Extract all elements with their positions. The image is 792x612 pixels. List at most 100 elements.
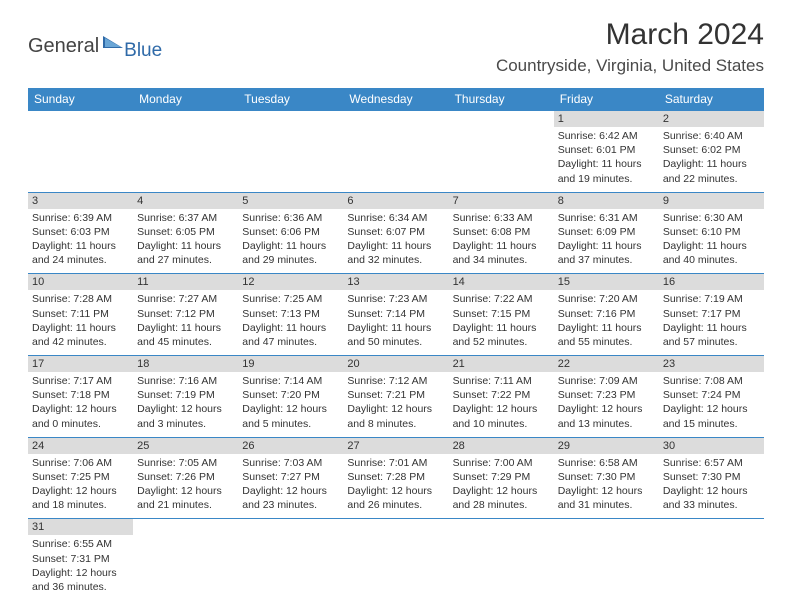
day-detail-cell: Sunrise: 6:34 AMSunset: 6:07 PMDaylight:…: [343, 209, 448, 274]
daylight-text: Daylight: 12 hours and 18 minutes.: [32, 484, 129, 512]
logo-triangle-icon: [103, 34, 123, 53]
sunset-text: Sunset: 7:28 PM: [347, 470, 444, 484]
sunset-text: Sunset: 7:16 PM: [558, 307, 655, 321]
day-number-cell: 20: [343, 356, 448, 373]
sunset-text: Sunset: 6:07 PM: [347, 225, 444, 239]
sunrise-text: Sunrise: 7:16 AM: [137, 374, 234, 388]
daylight-text: Daylight: 11 hours and 24 minutes.: [32, 239, 129, 267]
sunrise-text: Sunrise: 6:37 AM: [137, 211, 234, 225]
day-detail-cell: Sunrise: 6:31 AMSunset: 6:09 PMDaylight:…: [554, 209, 659, 274]
day-number-cell: 7: [449, 192, 554, 209]
day-number-cell: 19: [238, 356, 343, 373]
sunrise-text: Sunrise: 6:39 AM: [32, 211, 129, 225]
day-number-cell: [449, 519, 554, 536]
sunrise-text: Sunrise: 7:25 AM: [242, 292, 339, 306]
day-number-row: 17181920212223: [28, 356, 764, 373]
daylight-text: Daylight: 11 hours and 29 minutes.: [242, 239, 339, 267]
day-number-row: 31: [28, 519, 764, 536]
day-number-row: 12: [28, 111, 764, 128]
day-number-cell: 22: [554, 356, 659, 373]
day-detail-cell: Sunrise: 7:16 AMSunset: 7:19 PMDaylight:…: [133, 372, 238, 437]
day-header: Monday: [133, 88, 238, 111]
day-number-cell: [343, 519, 448, 536]
sunset-text: Sunset: 7:29 PM: [453, 470, 550, 484]
location-subtitle: Countryside, Virginia, United States: [496, 56, 764, 76]
daylight-text: Daylight: 11 hours and 37 minutes.: [558, 239, 655, 267]
day-number-cell: [449, 111, 554, 128]
day-number-cell: [659, 519, 764, 536]
day-number-cell: 24: [28, 437, 133, 454]
sunrise-text: Sunrise: 7:14 AM: [242, 374, 339, 388]
day-number-cell: [343, 111, 448, 128]
day-detail-row: Sunrise: 7:17 AMSunset: 7:18 PMDaylight:…: [28, 372, 764, 437]
day-number-cell: 31: [28, 519, 133, 536]
day-number-cell: [554, 519, 659, 536]
day-detail-cell: Sunrise: 6:36 AMSunset: 6:06 PMDaylight:…: [238, 209, 343, 274]
sunrise-text: Sunrise: 6:34 AM: [347, 211, 444, 225]
daylight-text: Daylight: 12 hours and 10 minutes.: [453, 402, 550, 430]
day-detail-cell: Sunrise: 7:01 AMSunset: 7:28 PMDaylight:…: [343, 454, 448, 519]
daylight-text: Daylight: 11 hours and 50 minutes.: [347, 321, 444, 349]
day-header: Sunday: [28, 88, 133, 111]
day-number-cell: 3: [28, 192, 133, 209]
daylight-text: Daylight: 12 hours and 0 minutes.: [32, 402, 129, 430]
day-number-cell: [238, 111, 343, 128]
header: General Blue March 2024 Countryside, Vir…: [28, 18, 764, 76]
daylight-text: Daylight: 11 hours and 32 minutes.: [347, 239, 444, 267]
day-detail-cell: Sunrise: 6:40 AMSunset: 6:02 PMDaylight:…: [659, 127, 764, 192]
daylight-text: Daylight: 12 hours and 28 minutes.: [453, 484, 550, 512]
day-detail-row: Sunrise: 7:06 AMSunset: 7:25 PMDaylight:…: [28, 454, 764, 519]
daylight-text: Daylight: 12 hours and 23 minutes.: [242, 484, 339, 512]
sunrise-text: Sunrise: 7:09 AM: [558, 374, 655, 388]
sunrise-text: Sunrise: 6:30 AM: [663, 211, 760, 225]
calendar-body: 12Sunrise: 6:42 AMSunset: 6:01 PM Dayligh…: [28, 111, 764, 601]
sunset-text: Sunset: 7:11 PM: [32, 307, 129, 321]
day-detail-cell: Sunrise: 6:37 AMSunset: 6:05 PMDaylight:…: [133, 209, 238, 274]
day-detail-cell: [449, 127, 554, 192]
daylight-text: Daylight: 12 hours and 36 minutes.: [32, 566, 129, 594]
sunset-text: Sunset: 6:06 PM: [242, 225, 339, 239]
day-number-cell: 17: [28, 356, 133, 373]
sunrise-text: Sunrise: 6:31 AM: [558, 211, 655, 225]
day-header: Friday: [554, 88, 659, 111]
daylight-text: Daylight: 11 hours and 22 minutes.: [663, 157, 760, 185]
daylight-text: Daylight: 12 hours and 8 minutes.: [347, 402, 444, 430]
sunset-text: Sunset: 7:13 PM: [242, 307, 339, 321]
day-number-cell: 26: [238, 437, 343, 454]
sunrise-text: Sunrise: 7:00 AM: [453, 456, 550, 470]
day-number-row: 10111213141516: [28, 274, 764, 291]
daylight-text: Daylight: 12 hours and 21 minutes.: [137, 484, 234, 512]
day-detail-row: Sunrise: 6:42 AMSunset: 6:01 PM Daylight:…: [28, 127, 764, 192]
sunset-text: Sunset: 7:21 PM: [347, 388, 444, 402]
day-detail-cell: Sunrise: 7:20 AMSunset: 7:16 PMDaylight:…: [554, 290, 659, 355]
daylight-text: Daylight: 11 hours and 45 minutes.: [137, 321, 234, 349]
day-number-cell: [133, 519, 238, 536]
daylight-text: Daylight: 12 hours and 31 minutes.: [558, 484, 655, 512]
sunrise-text: Sunrise: 7:19 AM: [663, 292, 760, 306]
daylight-text: Daylight: 11 hours and 55 minutes.: [558, 321, 655, 349]
sunrise-text: Sunrise: 7:08 AM: [663, 374, 760, 388]
day-detail-cell: Sunrise: 7:06 AMSunset: 7:25 PMDaylight:…: [28, 454, 133, 519]
day-number-cell: 23: [659, 356, 764, 373]
daylight-text: Daylight: 12 hours and 5 minutes.: [242, 402, 339, 430]
day-header-row: Sunday Monday Tuesday Wednesday Thursday…: [28, 88, 764, 111]
day-detail-cell: [554, 535, 659, 600]
day-detail-cell: Sunrise: 6:33 AMSunset: 6:08 PMDaylight:…: [449, 209, 554, 274]
sunrise-text: Sunrise: 7:06 AM: [32, 456, 129, 470]
day-number-cell: 1: [554, 111, 659, 128]
day-detail-cell: [659, 535, 764, 600]
sunset-text: Sunset: 7:18 PM: [32, 388, 129, 402]
sunset-text: Sunset: 6:02 PM: [663, 143, 760, 157]
sunrise-text: Sunrise: 6:42 AM: [558, 129, 655, 143]
day-detail-cell: [133, 535, 238, 600]
day-detail-cell: Sunrise: 7:12 AMSunset: 7:21 PMDaylight:…: [343, 372, 448, 437]
calendar-table: Sunday Monday Tuesday Wednesday Thursday…: [28, 88, 764, 600]
day-number-cell: 11: [133, 274, 238, 291]
sunset-text: Sunset: 6:01 PM: [558, 143, 655, 157]
sunset-text: Sunset: 6:05 PM: [137, 225, 234, 239]
month-title: March 2024: [496, 18, 764, 52]
day-detail-cell: Sunrise: 7:27 AMSunset: 7:12 PMDaylight:…: [133, 290, 238, 355]
day-number-cell: 18: [133, 356, 238, 373]
daylight-text: Daylight: 12 hours and 15 minutes.: [663, 402, 760, 430]
day-detail-cell: Sunrise: 7:28 AMSunset: 7:11 PMDaylight:…: [28, 290, 133, 355]
